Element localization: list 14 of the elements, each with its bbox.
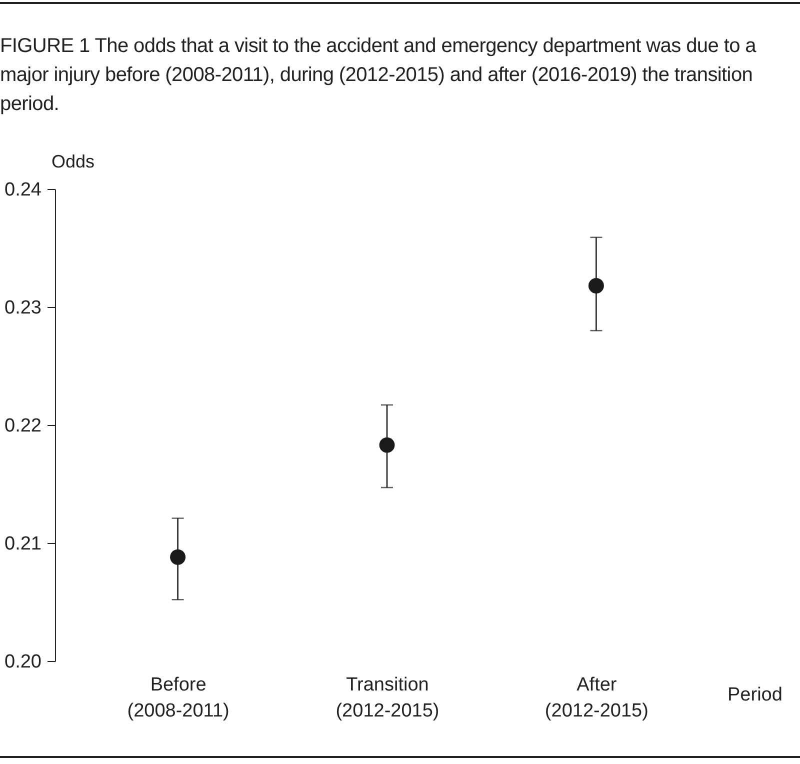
point (588, 278, 604, 294)
y-tick-label: 0.24 (4, 180, 42, 200)
x-tick-label: After (2012-2015) (544, 674, 648, 722)
y-tick-label: 0.20 (4, 652, 42, 672)
y-tick-label: 0.22 (4, 416, 42, 436)
x-axis-title: Period (728, 684, 782, 706)
chart-title: FIGURE 1 The odds that a visit to the accident and emergency department was due to a major injury before (2008-2011), during (2012-2015) and after (2016-2019) the transition period. (0, 34, 758, 117)
y-axis-title: Odds (52, 152, 95, 172)
point (170, 549, 186, 565)
x-tick-label: Before (2008-2011) (127, 674, 230, 722)
point (379, 437, 395, 453)
y-tick-label: 0.23 (4, 298, 42, 318)
y-tick-label: 0.21 (4, 534, 42, 554)
x-tick-label: Transition (2012-2015) (336, 674, 440, 722)
